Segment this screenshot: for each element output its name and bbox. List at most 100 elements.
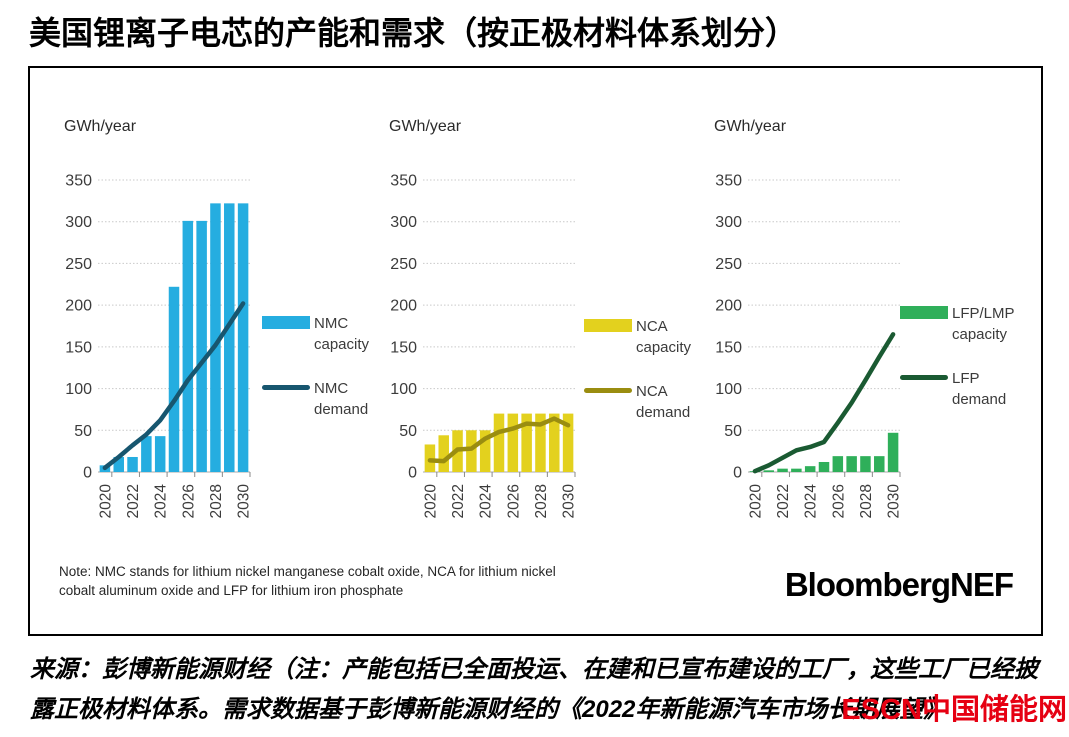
demand-line: [752, 332, 896, 474]
capacity-bar: [763, 470, 774, 472]
capacity-bar: [804, 466, 816, 472]
capacity-bar: [521, 413, 532, 472]
lfp-demand-swatch: [900, 375, 948, 380]
nca-capacity-swatch: [584, 319, 632, 332]
capacity-bar: [141, 436, 152, 472]
lfp-chart-svg: GWh/year 0 50 100 150 200 250 300 350 2020 2022 202…: [714, 118, 903, 519]
capacity-bar: [438, 435, 449, 472]
x-tick-label: 2020: [422, 484, 439, 519]
chart-panel-nmc: GWh/year 0 50 100 150 200 250 300 350 2020 2022 202…: [58, 101, 388, 581]
capacity-bar: [791, 468, 802, 472]
capacity-bar: [466, 430, 477, 472]
nmc-legend: NMC capacity NMC demand: [262, 313, 388, 443]
x-tick-label: 2026: [830, 484, 847, 518]
x-tick-label: 2030: [561, 484, 578, 519]
x-tick-label: 2022: [775, 484, 792, 518]
footnote-line-2: cobalt aluminum oxide and LFP for lithiu…: [59, 582, 404, 598]
lfp-lmp-capacity-label: LFP/LMP capacity: [952, 305, 1015, 343]
footnote-line-1: Note: NMC stands for lithium nickel mang…: [59, 564, 556, 579]
x-tick-label: 2028: [858, 484, 875, 518]
y-tick-label: 350: [715, 173, 742, 190]
capacity-bar: [182, 220, 194, 472]
capacity-bar: [196, 220, 207, 472]
nmc-demand-label: NMC demand: [314, 380, 369, 418]
y-tick-label: 300: [65, 214, 92, 231]
capacity-bar: [818, 461, 830, 472]
lfp-lmp-capacity-swatch: [900, 306, 948, 319]
y-tick-label: 150: [65, 339, 92, 356]
capacity-bar: [562, 413, 574, 472]
x-tick-label: 2024: [478, 484, 495, 519]
y-tick-label: 200: [390, 298, 417, 315]
capacity-bar: [127, 456, 138, 472]
legend-item-lfp-lmp-capacity: LFP/LMP capacity: [900, 303, 1026, 345]
bloombergnef-logo: BloombergNEF: [784, 566, 1014, 603]
y-tick-label: 150: [715, 339, 742, 356]
lfp-demand-label: LFP demand: [952, 370, 1007, 408]
nmc-chart-svg: GWh/year 0 50 100 150 200 250 300 350 2020 2022 202…: [64, 118, 253, 519]
y-tick-label: 350: [390, 173, 417, 190]
x-tick-label: 2028: [533, 484, 550, 518]
nca-legend: NCA capacity NCA demand: [584, 316, 710, 446]
x-tick-label: 2024: [803, 484, 820, 519]
legend-item-nmc-demand: NMC demand: [262, 378, 388, 420]
legend-item-nca-demand: NCA demand: [584, 381, 710, 423]
nmc-capacity-label: NMC capacity: [314, 315, 370, 353]
nca-capacity-label: NCA capacity: [636, 318, 692, 356]
capacity-bar: [887, 432, 899, 472]
x-tick-label: 2030: [886, 484, 903, 519]
capacity-bar: [860, 456, 871, 472]
x-tick-label: 2030: [236, 484, 253, 519]
capacity-bar: [874, 456, 885, 472]
capacity-bar: [168, 286, 180, 472]
capacity-bar: [154, 436, 166, 472]
capacity-bar: [846, 456, 857, 472]
source-line-2: 露正极材料体系。需求数据基于彭博新能源财经的《2022年新能源汽车市场长期展望》: [30, 696, 948, 723]
chart-panel-nca: GWh/year 0 50 100 150 200 250 300 350 2020 2022 202…: [383, 101, 713, 581]
y-tick-label: 0: [408, 465, 417, 482]
y-tick-label: 300: [715, 214, 742, 231]
x-tick-label: 2022: [125, 484, 142, 518]
nca-demand-swatch: [584, 388, 632, 393]
legend-item-lfp-demand: LFP demand: [900, 368, 1026, 410]
y-tick-label: 150: [390, 339, 417, 356]
y-tick-label: 50: [724, 423, 742, 440]
demand-line: [427, 416, 571, 464]
y-tick-label: 0: [83, 465, 92, 482]
x-tick-label: 2020: [747, 484, 764, 519]
capacity-bar: [113, 456, 124, 472]
capacity-bar: [224, 203, 235, 473]
y-tick-label: 200: [65, 298, 92, 315]
chart-box: GWh/year 0 50 100 150 200 250 300 350 2020 2022 202…: [28, 66, 1043, 636]
capacity-bar: [237, 203, 249, 473]
capacity-bar: [210, 203, 221, 473]
demand-line: [102, 301, 246, 471]
capacity-bar: [493, 413, 505, 472]
nca-chart-svg: GWh/year 0 50 100 150 200 250 300 350 2020 2022 202…: [389, 118, 578, 519]
y-tick-label: 200: [715, 298, 742, 315]
capacity-bar: [535, 413, 546, 472]
y-tick-label: 0: [733, 465, 742, 482]
x-tick-label: 2026: [180, 484, 197, 518]
chart-panel-lfp: GWh/year 0 50 100 150 200 250 300 350 2020 2022 202…: [708, 101, 1038, 581]
y-tick-label: 100: [715, 381, 742, 398]
page-title: 美国锂离子电芯的产能和需求（按正极材料体系划分）: [29, 15, 798, 51]
y-tick-label: 100: [390, 381, 417, 398]
legend-item-nmc-capacity: NMC capacity: [262, 313, 388, 355]
x-tick-label: 2028: [208, 484, 225, 518]
nca-demand-label: NCA demand: [636, 383, 691, 421]
x-tick-label: 2020: [97, 484, 114, 519]
lfp-legend: LFP/LMP capacity LFP demand: [900, 303, 1026, 433]
capacity-bar: [549, 413, 560, 472]
y-tick-label: 350: [65, 173, 92, 190]
x-tick-label: 2024: [153, 484, 170, 519]
legend-item-nca-capacity: NCA capacity: [584, 316, 710, 358]
y-tick-label: 300: [390, 214, 417, 231]
footnote: Note: NMC stands for lithium nickel mang…: [59, 563, 719, 600]
nmc-demand-swatch: [262, 385, 310, 390]
x-tick-label: 2026: [505, 484, 522, 518]
y-axis-unit-label: GWh/year: [64, 118, 137, 135]
escn-watermark: ESCN中国储能网: [841, 694, 1067, 726]
capacity-bar: [832, 456, 844, 472]
